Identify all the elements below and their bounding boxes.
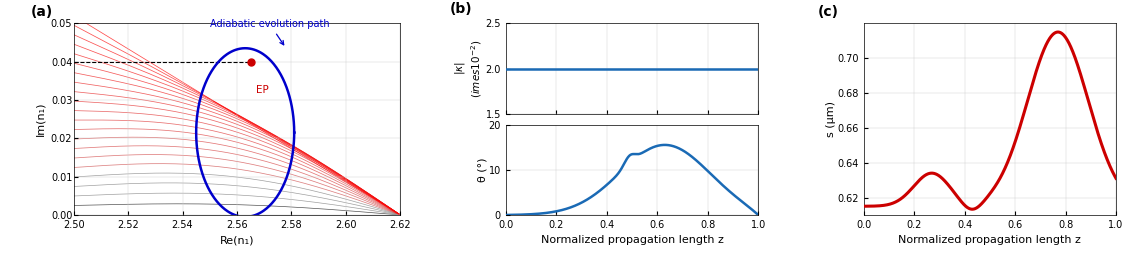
Y-axis label: Im(n₁): Im(n₁) [35, 102, 45, 136]
Text: (b): (b) [450, 2, 472, 16]
Y-axis label: s (μm): s (μm) [826, 101, 836, 137]
Y-axis label: θ (°): θ (°) [477, 157, 487, 182]
Y-axis label: $|\kappa|$
$(	imes 10^{-2})$: $|\kappa|$ $( imes 10^{-2})$ [453, 39, 484, 98]
Text: (c): (c) [818, 5, 840, 19]
Text: Adiabatic evolution path: Adiabatic evolution path [210, 19, 330, 45]
X-axis label: Re(n₁): Re(n₁) [220, 235, 254, 245]
X-axis label: Normalized propagation length z: Normalized propagation length z [898, 235, 1081, 245]
Text: (a): (a) [32, 5, 53, 19]
X-axis label: Normalized propagation length z: Normalized propagation length z [540, 235, 723, 245]
Text: EP: EP [256, 85, 269, 95]
